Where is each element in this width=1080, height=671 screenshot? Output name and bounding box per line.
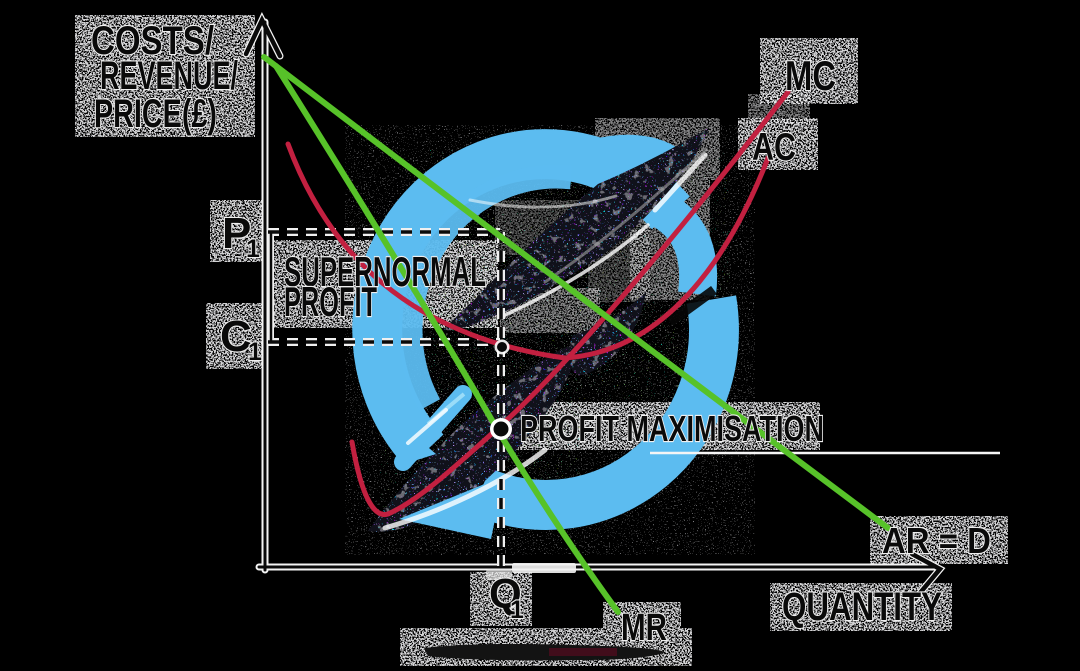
svg-text:AR = D: AR = D xyxy=(882,520,991,561)
svg-text:MC: MC xyxy=(785,52,836,99)
svg-text:1: 1 xyxy=(246,235,260,263)
svg-text:PROFIT: PROFIT xyxy=(284,278,377,325)
svg-text:P: P xyxy=(222,209,251,258)
svg-text:AC: AC xyxy=(752,126,796,169)
svg-text:C: C xyxy=(220,312,252,361)
svg-text:Q: Q xyxy=(489,570,522,617)
svg-text:MR: MR xyxy=(621,607,667,649)
svg-text:1: 1 xyxy=(510,596,524,624)
svg-text:PROFIT MAXIMISATION: PROFIT MAXIMISATION xyxy=(520,408,824,449)
svg-text:PRICE(£): PRICE(£) xyxy=(94,92,217,136)
svg-text:1: 1 xyxy=(248,338,262,366)
svg-text:QUANTITY: QUANTITY xyxy=(782,585,942,629)
svg-text:COSTS/: COSTS/ xyxy=(91,19,214,63)
svg-text:SUPERNORMAL: SUPERNORMAL xyxy=(284,248,486,295)
svg-text:REVENUE/: REVENUE/ xyxy=(100,54,238,98)
